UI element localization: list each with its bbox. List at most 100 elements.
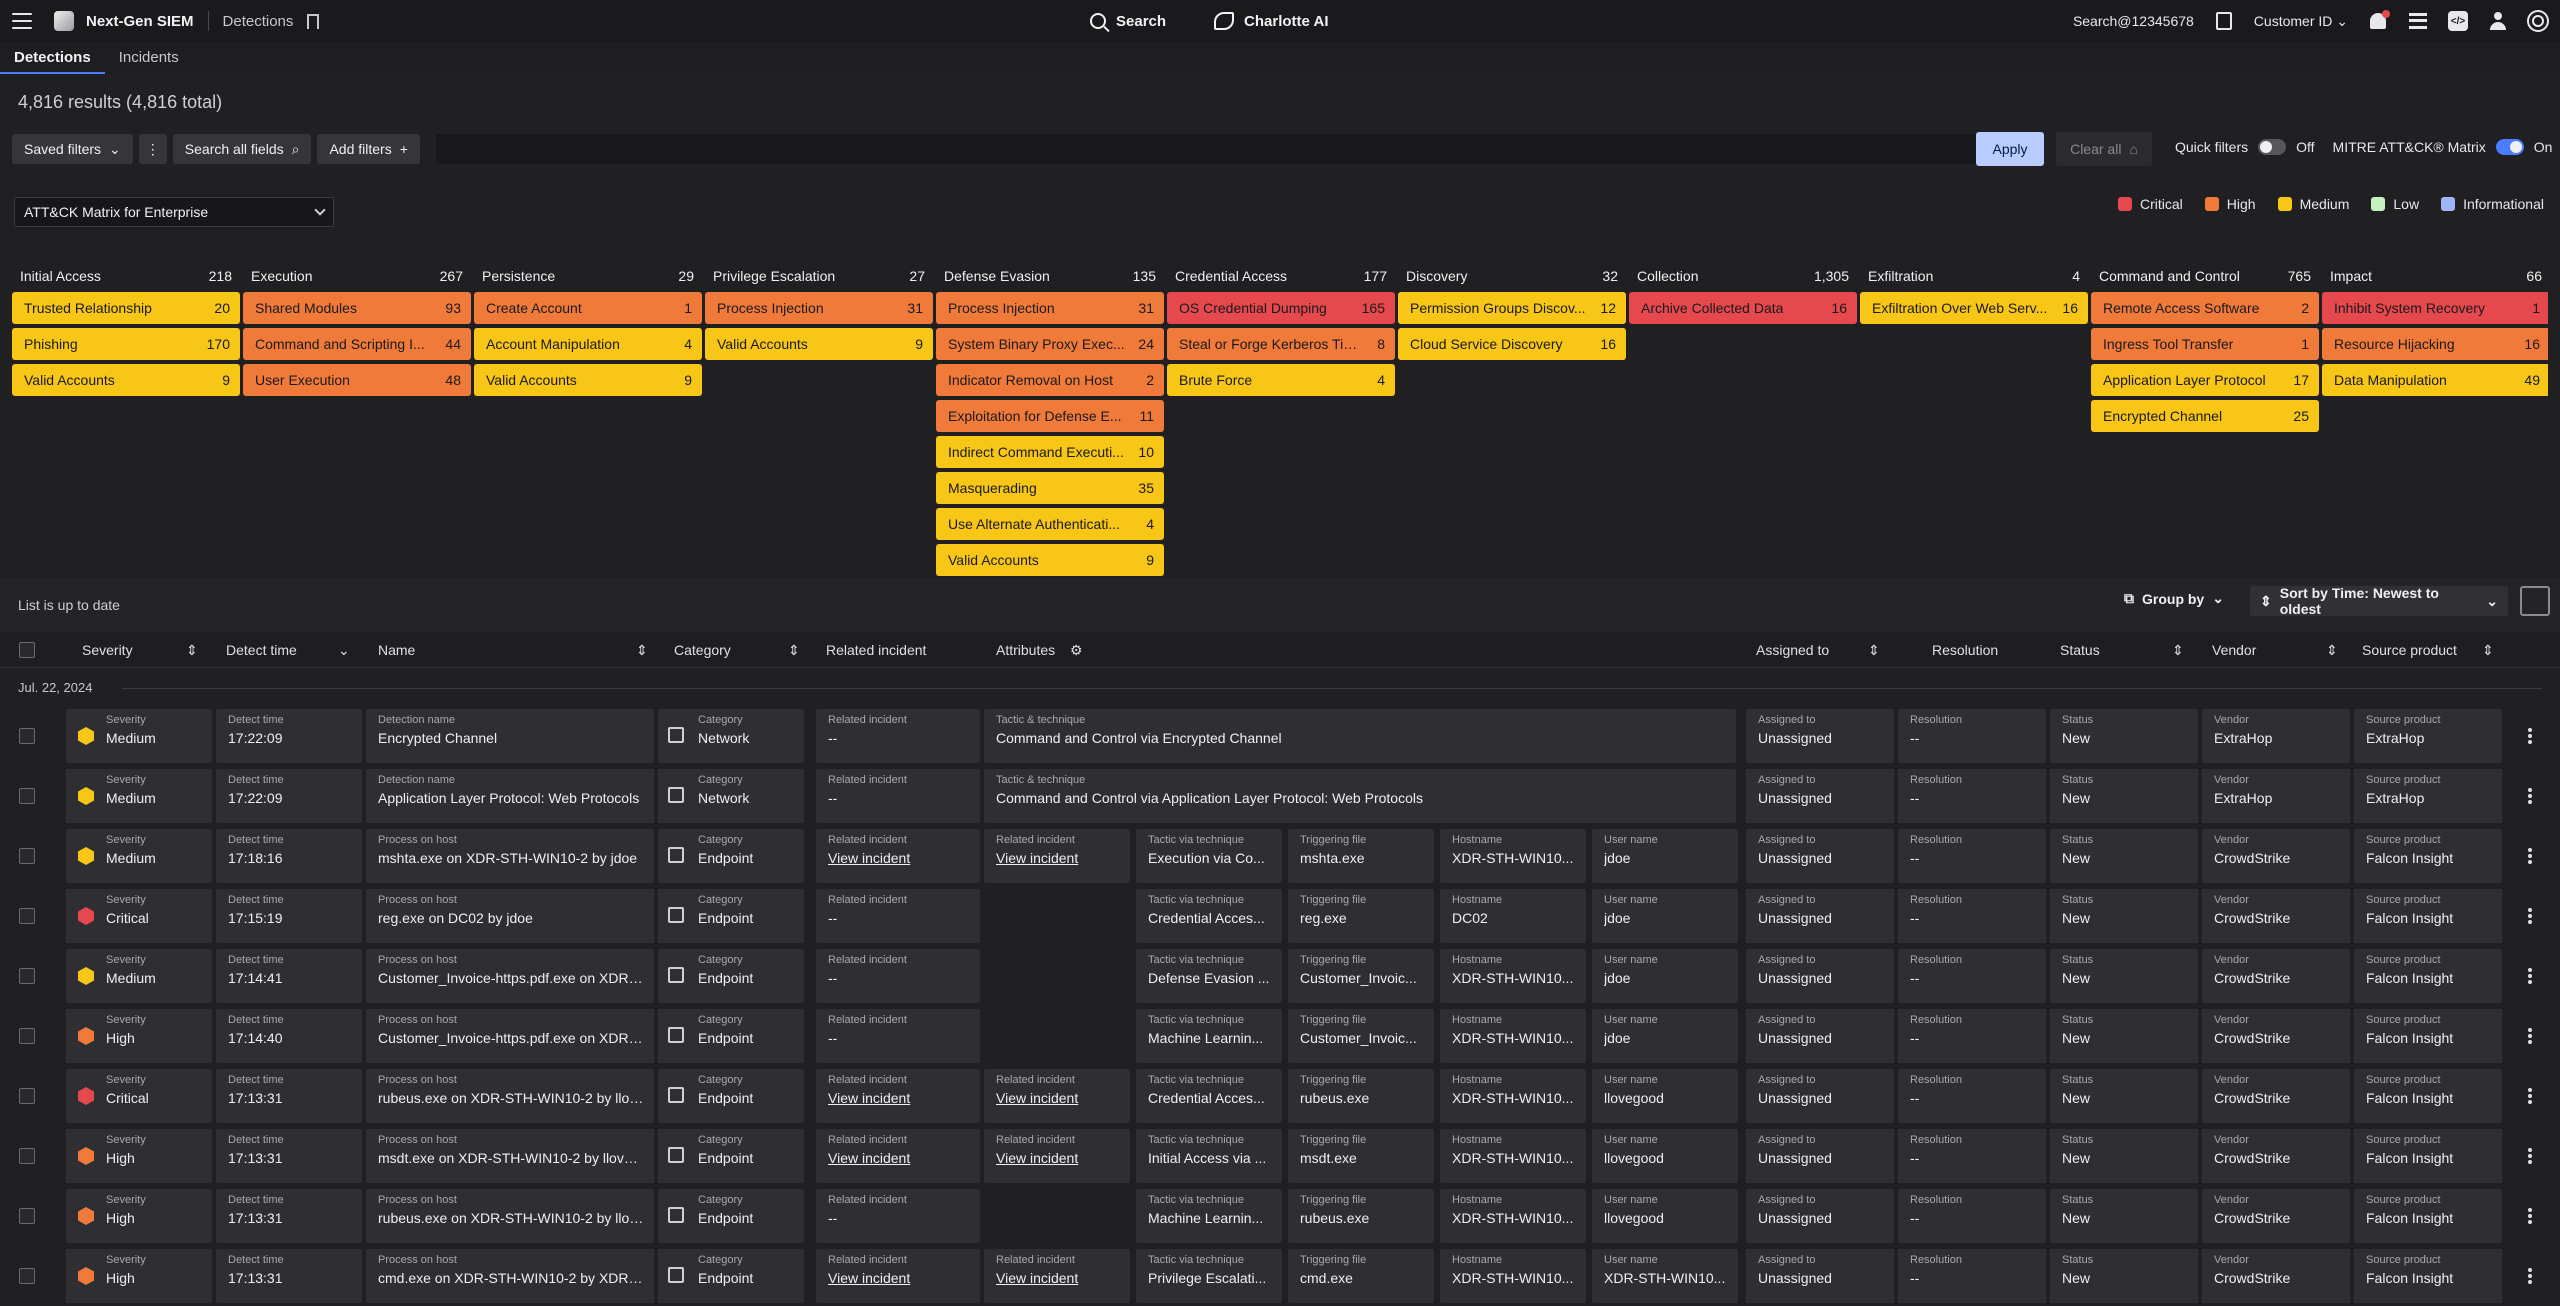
related-incident-value[interactable]: View incident <box>828 1270 911 1286</box>
assigned-to-cell[interactable]: Assigned to Unassigned <box>1746 949 1894 1003</box>
name-cell[interactable]: Detection name Encrypted Channel <box>366 709 654 763</box>
assigned-to-cell[interactable]: Assigned to Unassigned <box>1746 1249 1894 1303</box>
row-actions-icon[interactable] <box>2528 968 2532 984</box>
name-cell[interactable]: Process on host msdt.exe on XDR-STH-WIN10… <box>366 1129 654 1183</box>
tactic-header[interactable]: Credential Access 177 <box>1167 264 1395 288</box>
row-checkbox[interactable] <box>19 728 35 744</box>
assigned-to-cell[interactable]: Assigned to Unassigned <box>1746 829 1894 883</box>
sort-by-dropdown[interactable]: ⇕ Sort by Time: Newest to oldest ⌄ <box>2250 585 2508 617</box>
more-options-button[interactable]: ⋮ <box>138 134 167 164</box>
name-cell[interactable]: Process on host reg.exe on DC02 by jdoe <box>366 889 654 943</box>
table-row[interactable]: Severity Medium Detect time 17:18:16 Process… <box>0 826 2560 886</box>
name-cell[interactable]: Process on host Customer_Invoice-https.pd… <box>366 1009 654 1063</box>
bookmark-icon[interactable] <box>307 13 320 29</box>
col-detect-time[interactable]: Detect time <box>226 642 297 658</box>
related-incident-cell[interactable]: Related incident View incident <box>816 829 980 883</box>
technique-cell[interactable]: Resource Hijacking 16 <box>2322 328 2548 360</box>
technique-cell[interactable]: Indicator Removal on Host 2 <box>936 364 1164 396</box>
row-checkbox[interactable] <box>19 968 35 984</box>
technique-cell[interactable]: System Binary Proxy Exec... 24 <box>936 328 1164 360</box>
sort-icon[interactable]: ⇕ <box>2326 642 2338 658</box>
quick-filters-toggle[interactable] <box>2258 139 2287 155</box>
matrix-select[interactable]: ATT&CK Matrix for Enterprise <box>14 197 334 227</box>
charlotte-ai-button[interactable]: Charlotte AI <box>1214 12 1329 30</box>
row-checkbox[interactable] <box>19 848 35 864</box>
row-checkbox[interactable] <box>19 908 35 924</box>
technique-cell[interactable]: Phishing 170 <box>12 328 240 360</box>
search-all-fields-button[interactable]: Search all fields ⌕ <box>172 134 312 164</box>
technique-cell[interactable]: Encrypted Channel 25 <box>2091 400 2319 432</box>
sort-icon[interactable]: ⇕ <box>788 642 800 658</box>
attribute-value[interactable]: View incident <box>996 1090 1079 1106</box>
tactic-header[interactable]: Impact 66 <box>2322 264 2548 288</box>
name-cell[interactable]: Process on host rubeus.exe on XDR-STH-WIN… <box>366 1069 654 1123</box>
chevron-down-icon[interactable]: ⌄ <box>338 642 350 658</box>
technique-cell[interactable]: Cloud Service Discovery 16 <box>1398 328 1626 360</box>
tactic-header[interactable]: Persistence 29 <box>474 264 702 288</box>
row-checkbox[interactable] <box>19 1088 35 1104</box>
related-incident-value[interactable]: View incident <box>828 850 911 866</box>
technique-cell[interactable]: Remote Access Software 2 <box>2091 292 2319 324</box>
row-actions-icon[interactable] <box>2528 1208 2532 1224</box>
status-cell[interactable]: Status New <box>2050 769 2198 823</box>
select-all-checkbox[interactable] <box>19 642 35 658</box>
row-checkbox[interactable] <box>19 788 35 804</box>
name-cell[interactable]: Process on host Customer_Invoice-https.pd… <box>366 949 654 1003</box>
table-row[interactable]: Severity High Detect time 17:13:31 Process o… <box>0 1126 2560 1186</box>
col-vendor[interactable]: Vendor <box>2212 642 2257 658</box>
technique-cell[interactable]: OS Credential Dumping 165 <box>1167 292 1395 324</box>
tactic-header[interactable]: Command and Control 765 <box>2091 264 2319 288</box>
sort-icon[interactable]: ⇕ <box>2172 642 2184 658</box>
sort-icon[interactable]: ⇕ <box>186 642 198 658</box>
tactic-header[interactable]: Discovery 32 <box>1398 264 1626 288</box>
row-actions-icon[interactable] <box>2528 788 2532 804</box>
technique-cell[interactable]: Shared Modules 93 <box>243 292 471 324</box>
saved-filters-button[interactable]: Saved filters ⌄ <box>12 134 133 164</box>
tactic-header[interactable]: Exfiltration 4 <box>1860 264 2088 288</box>
related-incident-cell[interactable]: Related incident View incident <box>816 1249 980 1303</box>
technique-cell[interactable]: Valid Accounts 9 <box>12 364 240 396</box>
technique-cell[interactable]: Exploitation for Defense E... 11 <box>936 400 1164 432</box>
apply-button[interactable]: Apply <box>1976 132 2044 166</box>
related-incident-cell[interactable]: Related incident View incident <box>816 1069 980 1123</box>
row-actions-icon[interactable] <box>2528 728 2532 744</box>
global-search-button[interactable]: Search <box>1090 13 1166 30</box>
technique-cell[interactable]: Process Injection 31 <box>936 292 1164 324</box>
technique-cell[interactable]: Valid Accounts 9 <box>705 328 933 360</box>
row-actions-icon[interactable] <box>2528 1028 2532 1044</box>
gear-icon[interactable]: ⚙ <box>1070 642 1083 658</box>
status-cell[interactable]: Status New <box>2050 829 2198 883</box>
technique-cell[interactable]: Account Manipulation 4 <box>474 328 702 360</box>
technique-cell[interactable]: Application Layer Protocol 17 <box>2091 364 2319 396</box>
table-row[interactable]: Severity Critical Detect time 17:15:19 Proce… <box>0 886 2560 946</box>
docs-icon[interactable] <box>2214 11 2234 31</box>
technique-cell[interactable]: Brute Force 4 <box>1167 364 1395 396</box>
assigned-to-cell[interactable]: Assigned to Unassigned <box>1746 769 1894 823</box>
tab-incidents[interactable]: Incidents <box>118 49 179 66</box>
technique-cell[interactable]: Valid Accounts 9 <box>474 364 702 396</box>
technique-cell[interactable]: Data Manipulation 49 <box>2322 364 2548 396</box>
col-attributes[interactable]: Attributes <box>996 642 1056 658</box>
status-cell[interactable]: Status New <box>2050 949 2198 1003</box>
technique-cell[interactable]: Inhibit System Recovery 1 <box>2322 292 2548 324</box>
technique-cell[interactable]: Steal or Forge Kerberos Tic... 8 <box>1167 328 1395 360</box>
attribute-value[interactable]: View incident <box>996 850 1079 866</box>
col-assigned-to[interactable]: Assigned to <box>1756 642 1830 658</box>
theme-icon[interactable] <box>2528 11 2548 31</box>
related-incident-cell[interactable]: Related incident View incident <box>816 1129 980 1183</box>
table-row[interactable]: Severity Medium Detect time 17:22:09 Detecti… <box>0 706 2560 766</box>
name-cell[interactable]: Detection name Application Layer Protocol… <box>366 769 654 823</box>
attribute-cell[interactable]: Related incident View incident <box>984 829 1130 883</box>
technique-cell[interactable]: Permission Groups Discov... 12 <box>1398 292 1626 324</box>
app-name[interactable]: Next-Gen SIEM <box>86 12 194 30</box>
table-row[interactable]: Severity Medium Detect time 17:14:41 Process… <box>0 946 2560 1006</box>
row-checkbox[interactable] <box>19 1028 35 1044</box>
technique-cell[interactable]: Masquerading 35 <box>936 472 1164 504</box>
technique-cell[interactable]: Trusted Relationship 20 <box>12 292 240 324</box>
menu-icon[interactable] <box>12 13 32 29</box>
notifications-icon[interactable] <box>2368 10 2390 31</box>
attribute-value[interactable]: View incident <box>996 1270 1079 1286</box>
col-resolution[interactable]: Resolution <box>1932 642 1999 658</box>
technique-cell[interactable]: Exfiltration Over Web Serv... 16 <box>1860 292 2088 324</box>
customer-id-dropdown[interactable]: Customer ID ⌄ <box>2253 12 2348 29</box>
